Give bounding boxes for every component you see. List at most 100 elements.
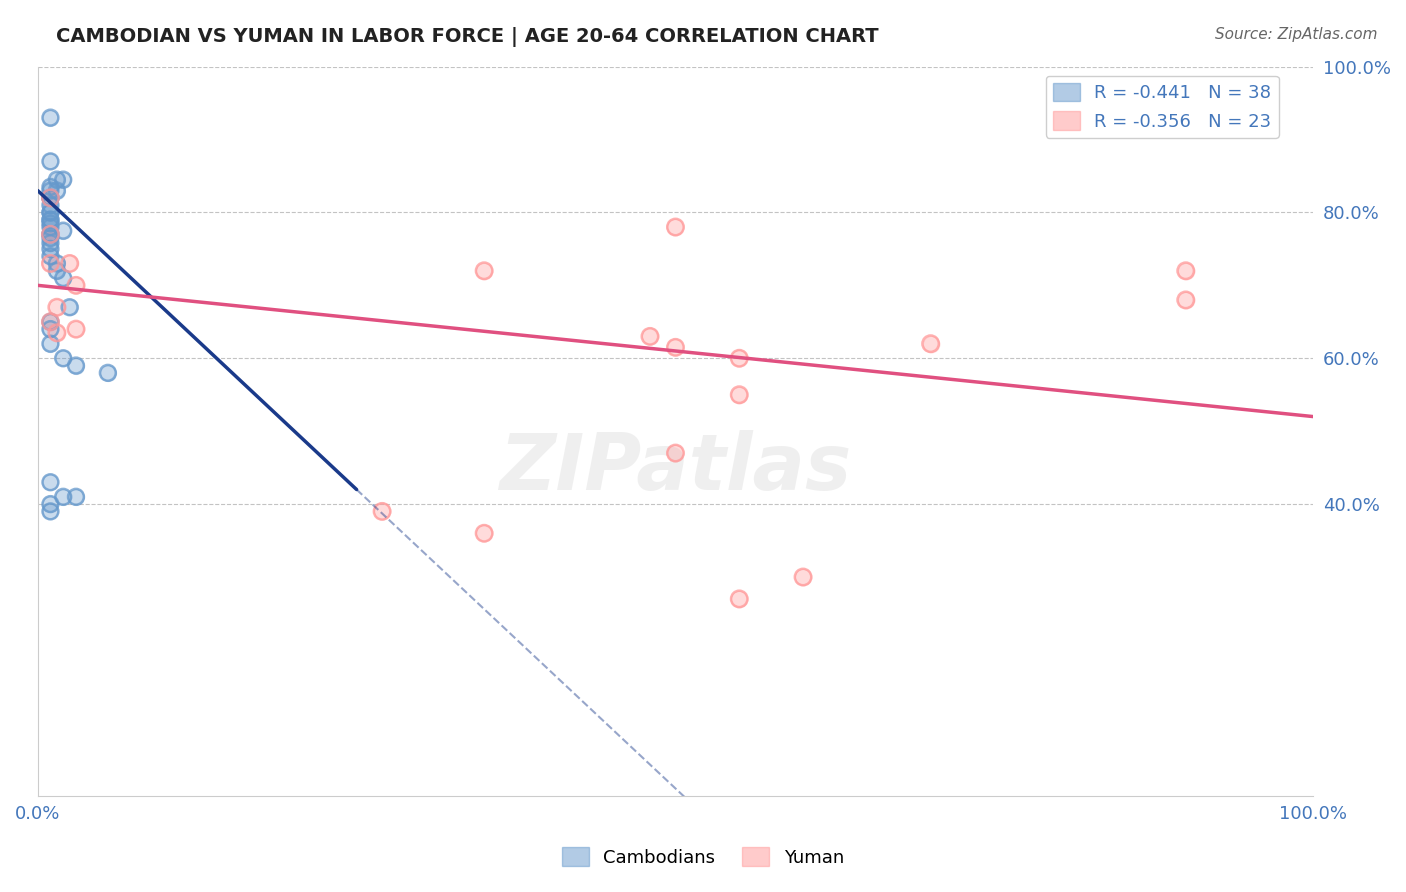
Point xyxy=(39,504,62,518)
Point xyxy=(39,154,62,169)
Point xyxy=(97,366,120,380)
Point xyxy=(664,446,686,460)
Point xyxy=(39,235,62,250)
Point xyxy=(1174,264,1197,278)
Point xyxy=(65,490,87,504)
Point xyxy=(65,322,87,336)
Point xyxy=(638,329,661,343)
Point xyxy=(39,227,62,242)
Point xyxy=(65,278,87,293)
Point xyxy=(39,231,62,245)
Point xyxy=(664,340,686,354)
Point xyxy=(39,184,62,198)
Point xyxy=(39,220,62,235)
Point xyxy=(1174,264,1197,278)
Point xyxy=(65,359,87,373)
Text: ZIPatlas: ZIPatlas xyxy=(499,430,852,506)
Point xyxy=(371,504,394,518)
Point xyxy=(39,475,62,490)
Point xyxy=(728,388,751,402)
Point xyxy=(39,475,62,490)
Point xyxy=(472,526,495,541)
Point xyxy=(39,205,62,219)
Point xyxy=(39,191,62,205)
Point xyxy=(39,497,62,511)
Point xyxy=(39,216,62,230)
Point xyxy=(39,336,62,351)
Point xyxy=(39,212,62,227)
Point xyxy=(664,340,686,354)
Point xyxy=(472,526,495,541)
Point xyxy=(39,315,62,329)
Point xyxy=(728,351,751,366)
Point xyxy=(45,326,67,340)
Point xyxy=(920,336,942,351)
Legend: Cambodians, Yuman: Cambodians, Yuman xyxy=(554,840,852,874)
Point xyxy=(39,154,62,169)
Point xyxy=(39,205,62,219)
Point xyxy=(39,227,62,242)
Point xyxy=(39,191,62,205)
Point xyxy=(45,256,67,270)
Point xyxy=(39,191,62,205)
Point xyxy=(45,264,67,278)
Legend: R = -0.441   N = 38, R = -0.356   N = 23: R = -0.441 N = 38, R = -0.356 N = 23 xyxy=(1046,76,1278,137)
Point xyxy=(97,366,120,380)
Text: Source: ZipAtlas.com: Source: ZipAtlas.com xyxy=(1215,27,1378,42)
Text: CAMBODIAN VS YUMAN IN LABOR FORCE | AGE 20-64 CORRELATION CHART: CAMBODIAN VS YUMAN IN LABOR FORCE | AGE … xyxy=(56,27,879,46)
Point xyxy=(39,184,62,198)
Point xyxy=(39,504,62,518)
Point xyxy=(39,212,62,227)
Point xyxy=(65,490,87,504)
Point xyxy=(39,249,62,263)
Point xyxy=(39,227,62,242)
Point xyxy=(45,300,67,314)
Point xyxy=(39,191,62,205)
Point xyxy=(65,322,87,336)
Point xyxy=(728,388,751,402)
Point xyxy=(45,172,67,186)
Point xyxy=(39,205,62,219)
Point xyxy=(52,490,75,504)
Point xyxy=(39,242,62,256)
Point xyxy=(664,220,686,235)
Point xyxy=(52,172,75,186)
Point xyxy=(39,180,62,194)
Point xyxy=(792,570,814,584)
Point xyxy=(39,191,62,205)
Point xyxy=(39,336,62,351)
Point xyxy=(39,227,62,242)
Point xyxy=(52,224,75,238)
Point xyxy=(52,351,75,366)
Point xyxy=(472,264,495,278)
Point xyxy=(52,271,75,285)
Point xyxy=(728,591,751,606)
Point xyxy=(39,315,62,329)
Point xyxy=(39,180,62,194)
Point xyxy=(664,220,686,235)
Point xyxy=(39,111,62,125)
Point xyxy=(58,256,80,270)
Point xyxy=(45,256,67,270)
Point xyxy=(39,315,62,329)
Point xyxy=(728,351,751,366)
Point xyxy=(39,205,62,219)
Point xyxy=(39,216,62,230)
Point xyxy=(45,326,67,340)
Point xyxy=(39,242,62,256)
Point xyxy=(39,249,62,263)
Point xyxy=(45,300,67,314)
Point xyxy=(39,322,62,336)
Point xyxy=(39,227,62,242)
Point xyxy=(920,336,942,351)
Point xyxy=(792,570,814,584)
Point xyxy=(39,256,62,270)
Point xyxy=(39,322,62,336)
Point xyxy=(39,212,62,227)
Point xyxy=(39,220,62,235)
Point xyxy=(39,198,62,212)
Point xyxy=(39,111,62,125)
Point xyxy=(728,591,751,606)
Point xyxy=(371,504,394,518)
Point xyxy=(58,256,80,270)
